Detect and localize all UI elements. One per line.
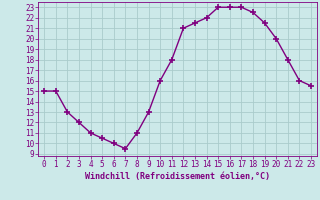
X-axis label: Windchill (Refroidissement éolien,°C): Windchill (Refroidissement éolien,°C) xyxy=(85,172,270,181)
